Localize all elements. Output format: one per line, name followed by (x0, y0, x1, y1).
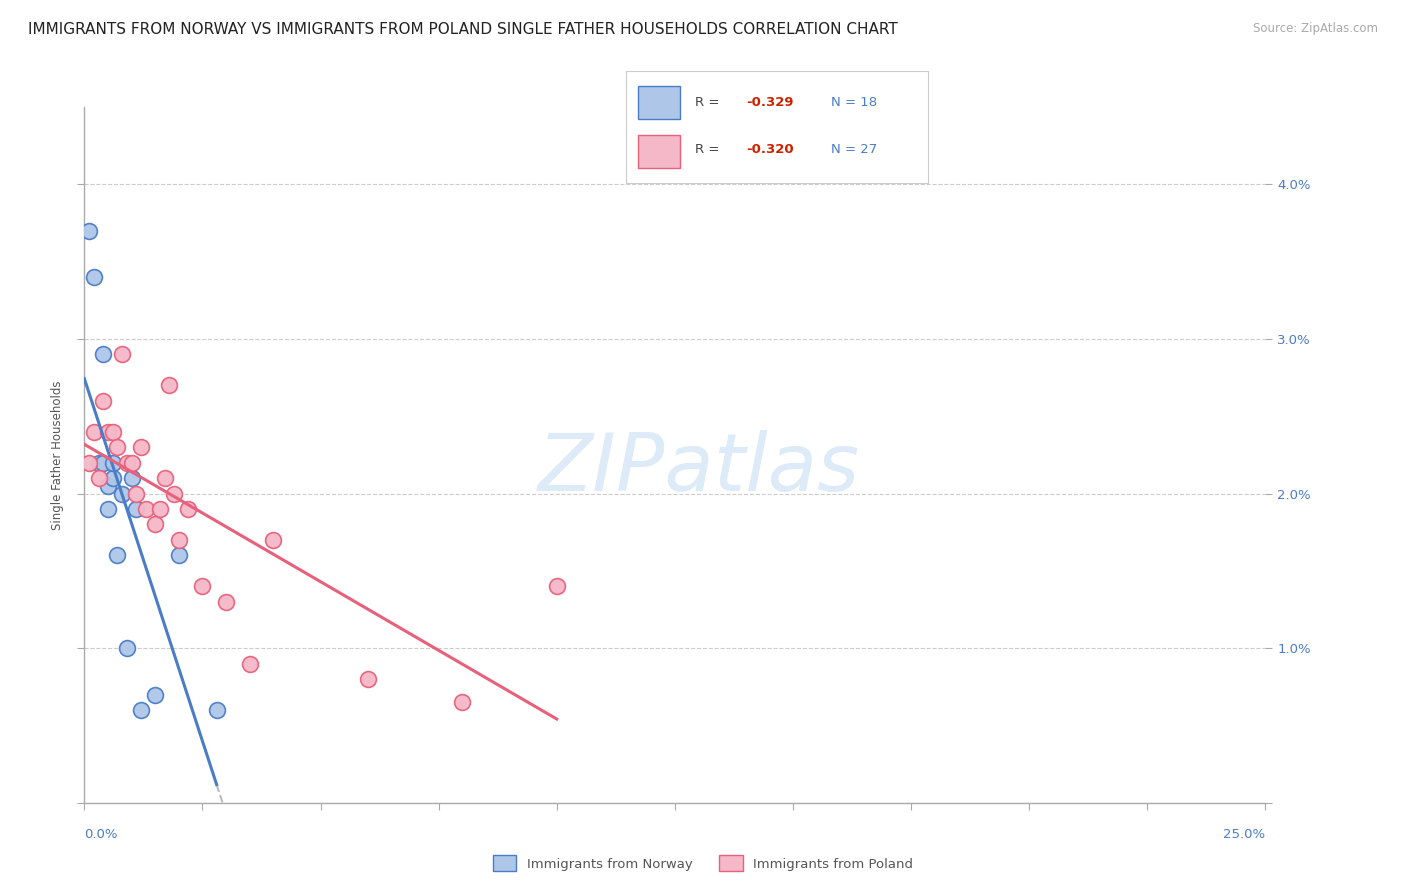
Y-axis label: Single Father Households: Single Father Households (51, 380, 65, 530)
Point (87, 456, 110, 470)
Point (451, 695, 474, 709)
Point (205, 703, 228, 717)
FancyBboxPatch shape (638, 86, 681, 120)
Point (157, 378, 180, 392)
Point (83, 425, 105, 439)
Point (135, 502, 157, 516)
Point (167, 549, 190, 563)
Point (129, 440, 152, 454)
Point (77, 456, 100, 470)
Point (111, 347, 134, 361)
Point (101, 425, 124, 439)
Point (87, 471, 110, 485)
Point (107, 549, 129, 563)
Point (107, 440, 129, 454)
Point (143, 517, 166, 532)
Point (357, 672, 380, 686)
Point (546, 579, 568, 593)
Point (167, 533, 190, 547)
Point (91, 347, 114, 361)
Point (177, 502, 200, 516)
Point (77, 224, 100, 238)
Text: -0.320: -0.320 (747, 144, 794, 156)
FancyBboxPatch shape (638, 135, 681, 169)
Point (121, 471, 143, 485)
Point (125, 486, 148, 500)
Point (101, 471, 124, 485)
Point (163, 486, 186, 500)
Text: 0.0%: 0.0% (84, 828, 118, 840)
Text: R =: R = (695, 144, 724, 156)
Point (115, 456, 138, 470)
Point (125, 502, 148, 516)
Point (97, 425, 120, 439)
Point (97, 502, 120, 516)
Point (91, 393, 114, 408)
Point (97, 479, 120, 493)
Text: Source: ZipAtlas.com: Source: ZipAtlas.com (1253, 22, 1378, 36)
Point (262, 533, 284, 547)
Text: ZIPatlas: ZIPatlas (537, 430, 859, 508)
Point (215, 595, 238, 609)
Point (149, 502, 172, 516)
Point (191, 579, 214, 593)
Point (129, 703, 152, 717)
Point (115, 641, 138, 656)
Text: 25.0%: 25.0% (1223, 828, 1265, 840)
Point (239, 657, 262, 671)
Point (153, 471, 176, 485)
Text: IMMIGRANTS FROM NORWAY VS IMMIGRANTS FROM POLAND SINGLE FATHER HOUSEHOLDS CORREL: IMMIGRANTS FROM NORWAY VS IMMIGRANTS FRO… (28, 22, 898, 37)
Text: R =: R = (695, 95, 724, 109)
Point (111, 486, 134, 500)
Legend: Immigrants from Norway, Immigrants from Poland: Immigrants from Norway, Immigrants from … (488, 850, 918, 877)
Text: N = 18: N = 18 (831, 95, 877, 109)
Point (143, 688, 166, 702)
Text: -0.329: -0.329 (747, 95, 794, 109)
Point (121, 456, 143, 470)
Text: N = 27: N = 27 (831, 144, 877, 156)
Point (101, 456, 124, 470)
Point (91, 456, 114, 470)
Point (83, 270, 105, 285)
